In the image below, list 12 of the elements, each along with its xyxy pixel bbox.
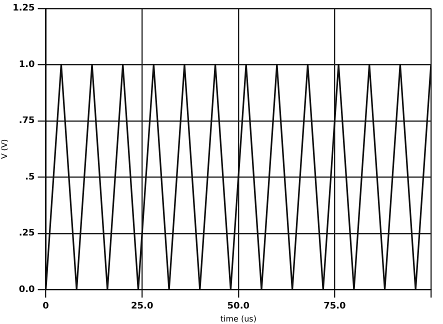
y-tick-label: .75 bbox=[18, 116, 35, 126]
y-tick-label: 1.0 bbox=[18, 60, 35, 70]
y-tick-label: 0.0 bbox=[18, 284, 35, 295]
x-tick-label: 50.0 bbox=[227, 301, 250, 312]
y-tick-label: 1.25 bbox=[12, 4, 35, 14]
x-axis-title: time (us) bbox=[220, 314, 256, 324]
y-axis-title: V (V) bbox=[0, 139, 9, 159]
y-tick-label: .25 bbox=[18, 228, 35, 239]
x-tick-label: 25.0 bbox=[130, 301, 154, 312]
x-tick-label: 75.0 bbox=[324, 301, 346, 312]
y-tick-label: .5 bbox=[25, 172, 35, 182]
x-tick-label: 0 bbox=[42, 301, 49, 312]
